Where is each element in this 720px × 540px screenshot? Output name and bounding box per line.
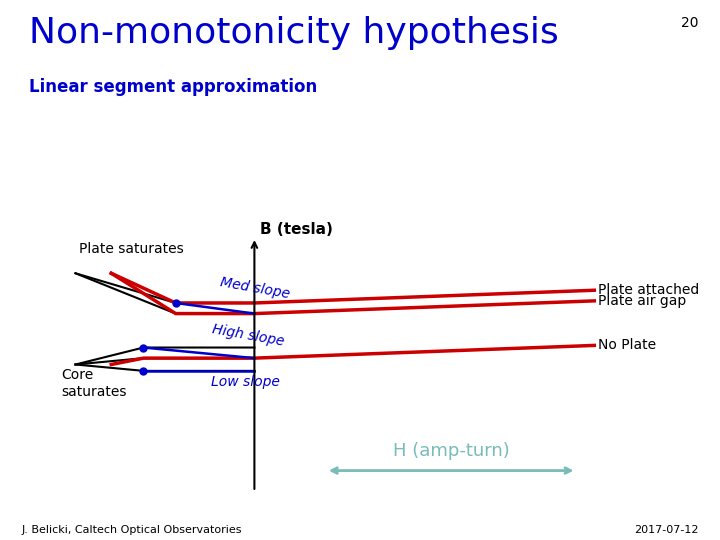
Text: Med slope: Med slope <box>219 275 290 301</box>
Text: J. Belicki, Caltech Optical Observatories: J. Belicki, Caltech Optical Observatorie… <box>22 524 242 535</box>
Text: No Plate: No Plate <box>598 339 656 353</box>
Text: Plate attached: Plate attached <box>598 284 699 297</box>
Text: H (amp-turn): H (amp-turn) <box>393 442 510 460</box>
Text: 20: 20 <box>681 16 698 30</box>
Text: Non-monotonicity hypothesis: Non-monotonicity hypothesis <box>29 16 559 50</box>
Text: Linear segment approximation: Linear segment approximation <box>29 78 317 96</box>
Text: High slope: High slope <box>212 322 286 349</box>
Text: B (tesla): B (tesla) <box>260 222 333 237</box>
Text: Plate saturates: Plate saturates <box>79 242 184 256</box>
Text: Plate air gap: Plate air gap <box>598 294 686 308</box>
Text: Low slope: Low slope <box>212 375 280 389</box>
Text: Core
saturates: Core saturates <box>61 368 127 399</box>
Text: 2017-07-12: 2017-07-12 <box>634 524 698 535</box>
